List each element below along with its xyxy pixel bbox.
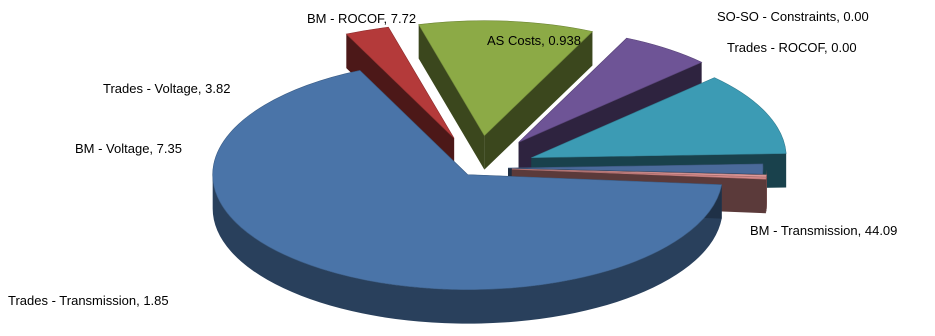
- slice-top: [345, 26, 455, 139]
- slice-label-bm-rocof: BM - ROCOF, 7.72: [307, 11, 416, 26]
- slice-label-as-costs: AS Costs, 0.938: [487, 33, 581, 48]
- slice-cut-face: [418, 24, 485, 170]
- slice-top: [418, 20, 594, 137]
- labels-layer: BM - Transmission, 44.09 Trades - Transm…: [8, 9, 897, 308]
- slice-label-trades-rocof: Trades - ROCOF, 0.00: [727, 40, 857, 55]
- slice-top: [531, 77, 787, 159]
- slice-label-bm-transmission: BM - Transmission, 44.09: [750, 223, 897, 238]
- slice-cut-face: [484, 31, 593, 170]
- slice-top: [518, 37, 703, 143]
- slice-top: [212, 70, 723, 290]
- pie-slice-bm-voltage: [418, 20, 594, 170]
- slice-label-trades-transmission: Trades - Transmission, 1.85: [8, 293, 169, 308]
- slice-label-so-so-constraints: SO-SO - Constraints, 0.00: [717, 9, 869, 24]
- slices-layer: [212, 20, 787, 324]
- slice-side-wall: [212, 174, 722, 324]
- slice-top: [507, 163, 764, 175]
- slice-label-trades-voltage: Trades - Voltage, 3.82: [103, 81, 230, 96]
- slice-label-bm-voltage: BM - Voltage, 7.35: [75, 141, 182, 156]
- slice-top: [511, 168, 767, 180]
- pie-slice-bm-transmission: [212, 70, 723, 324]
